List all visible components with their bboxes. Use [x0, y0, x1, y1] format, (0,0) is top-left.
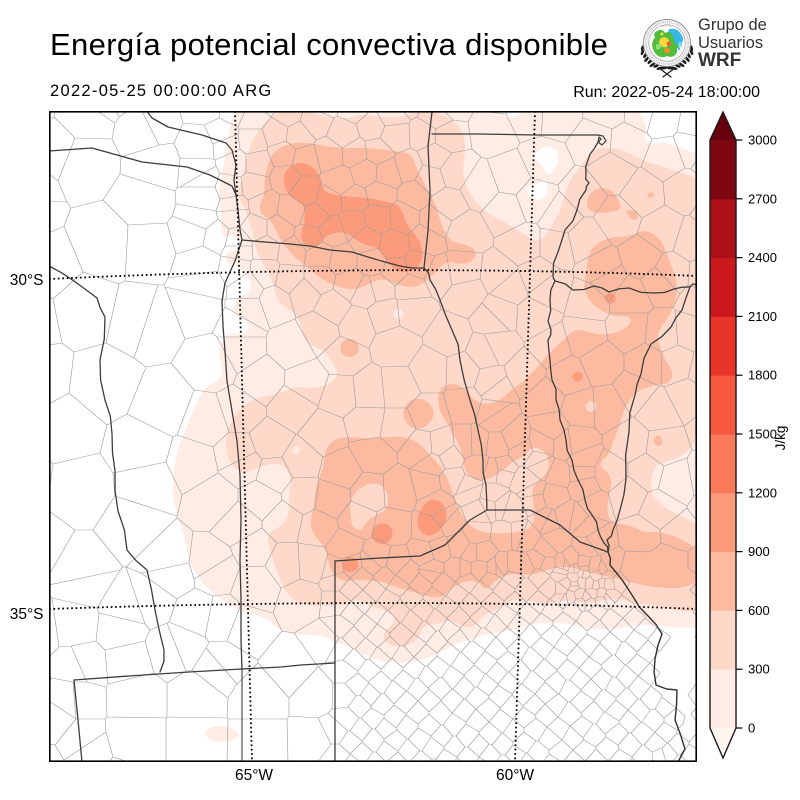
- svg-text:3000: 3000: [748, 133, 777, 148]
- svg-text:1800: 1800: [748, 368, 777, 383]
- svg-text:1200: 1200: [748, 485, 777, 500]
- svg-text:2100: 2100: [748, 309, 777, 324]
- svg-text:2400: 2400: [748, 250, 777, 265]
- svg-text:600: 600: [748, 603, 770, 618]
- svg-text:300: 300: [748, 662, 770, 677]
- svg-text:35°S: 35°S: [10, 606, 44, 623]
- svg-text:900: 900: [748, 544, 770, 559]
- svg-text:0: 0: [748, 721, 755, 736]
- svg-text:30°S: 30°S: [10, 272, 44, 289]
- svg-text:65°W: 65°W: [235, 767, 273, 784]
- svg-text:1500: 1500: [748, 427, 777, 442]
- svg-text:60°W: 60°W: [496, 767, 534, 784]
- svg-text:2700: 2700: [748, 191, 777, 206]
- svg-text:J/kg: J/kg: [773, 426, 788, 451]
